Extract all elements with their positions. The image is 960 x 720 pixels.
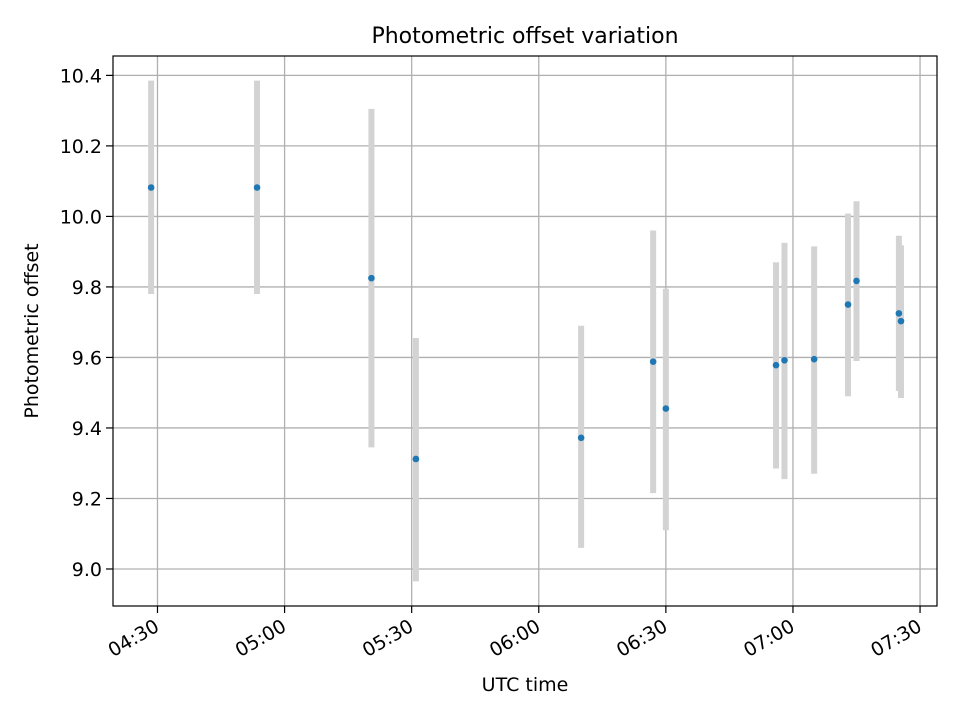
data-point bbox=[897, 317, 905, 325]
data-point bbox=[147, 184, 155, 191]
y-tick-label: 10.2 bbox=[60, 136, 102, 158]
y-tick-label: 10.4 bbox=[60, 65, 102, 87]
data-point bbox=[577, 434, 585, 442]
data-point bbox=[844, 301, 852, 308]
data-point bbox=[412, 455, 420, 463]
y-tick-label: 10.0 bbox=[60, 206, 102, 228]
data-point bbox=[810, 355, 818, 363]
data-point bbox=[649, 358, 657, 365]
grid bbox=[113, 56, 937, 606]
data-points bbox=[147, 184, 905, 463]
plot-frame bbox=[112, 55, 938, 607]
y-tick-label: 9.4 bbox=[72, 418, 102, 440]
y-tick-label: 9.6 bbox=[72, 347, 102, 369]
y-tick-label: 9.0 bbox=[72, 559, 102, 581]
data-point bbox=[853, 277, 860, 285]
y-axis-ticks: 9.0 9.2 9.4 9.6 9.8 10.0 10.2 10.4 bbox=[60, 65, 113, 581]
y-axis-label: Photometric offset bbox=[21, 243, 43, 418]
data-point bbox=[895, 310, 903, 317]
y-tick-label: 9.8 bbox=[72, 277, 102, 299]
y-tick-label: 9.2 bbox=[72, 488, 102, 510]
data-point bbox=[662, 405, 670, 412]
data-point bbox=[772, 361, 780, 369]
data-point bbox=[368, 274, 375, 282]
data-point bbox=[253, 184, 261, 191]
data-point bbox=[781, 356, 788, 364]
chart-title: Photometric offset variation bbox=[371, 24, 678, 49]
x-axis-label: UTC time bbox=[482, 674, 569, 696]
